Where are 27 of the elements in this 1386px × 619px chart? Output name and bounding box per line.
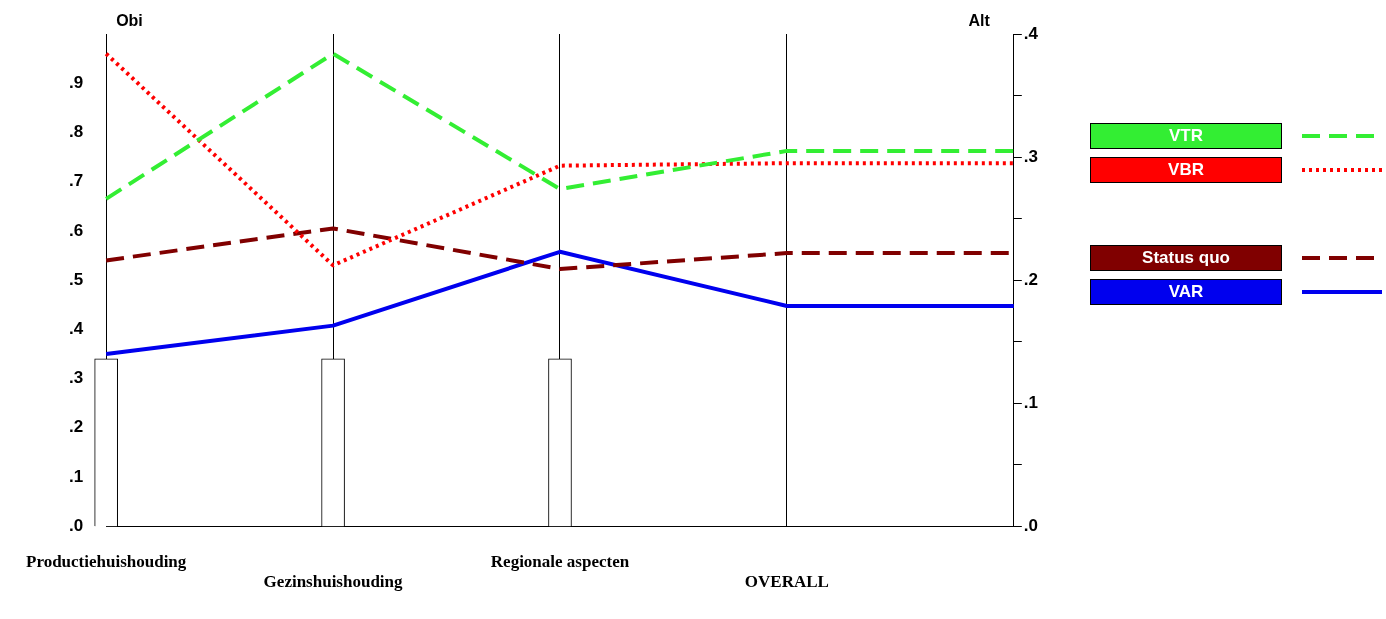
y-tick-label: .4 (68, 319, 84, 339)
text: VTR (1090, 123, 1282, 149)
x-tick-label: Regionale aspecten (490, 551, 630, 571)
y-tick-label: .8 (68, 122, 84, 142)
text: VBR (1090, 157, 1282, 183)
line-series (104, 51, 1016, 201)
x-tick-label: Gezinshuishouding (263, 572, 404, 592)
y-tick-label: .1 (68, 466, 84, 486)
y2-tick-label: .0 (1023, 515, 1039, 535)
y-tick-label: .5 (68, 269, 84, 289)
y2-tick-label: .3 (1023, 146, 1039, 166)
y-tick-label: .3 (68, 368, 84, 388)
y-tick-label: .9 (68, 72, 84, 92)
y-tick-label: .7 (68, 171, 84, 191)
x-tick-label: OVERALL (744, 572, 829, 592)
y-tick-label: .6 (68, 220, 84, 240)
y2-tick-label: .1 (1023, 392, 1039, 412)
text: Status quo (1090, 245, 1282, 271)
y-tick-label: .2 (68, 417, 84, 437)
y-tick-label: .0 (68, 515, 84, 535)
y2-tick-label: .4 (1023, 23, 1039, 43)
x-tick-label: Productiehuishouding (26, 551, 187, 571)
text: VAR (1090, 279, 1282, 305)
line-series (104, 51, 1016, 268)
y-axis-title: Obi (116, 12, 143, 30)
y2-axis-title: Alt (968, 12, 991, 30)
y2-tick-label: .2 (1023, 269, 1039, 289)
